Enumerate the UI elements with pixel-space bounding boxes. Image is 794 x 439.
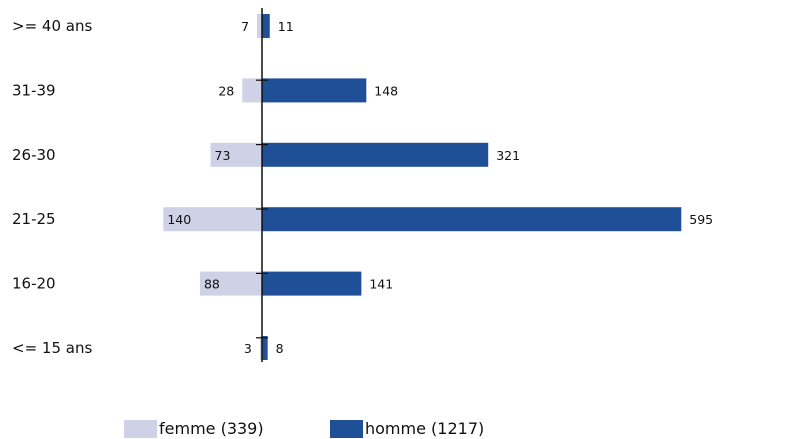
legend-swatch-homme	[330, 419, 363, 438]
value-label-homme-31-39: 148	[374, 83, 398, 98]
bar-homme-21-25	[262, 207, 682, 232]
bar-femme-26-30	[210, 142, 262, 167]
category-label-21-25: 21-25	[12, 210, 56, 228]
bar-homme-31-39	[262, 78, 367, 103]
legend-item-homme: homme (1217)	[330, 419, 484, 438]
bar-femme-21-25	[163, 207, 262, 232]
value-label-femme-16-20: 88	[204, 277, 220, 292]
legend-label-femme: femme (339)	[159, 419, 264, 438]
category-label-16-20: 16-20	[12, 275, 56, 293]
bar-homme-40-ans	[262, 14, 270, 38]
category-label-26-30: 26-30	[12, 146, 56, 164]
value-label-homme-16-20: 141	[369, 277, 393, 292]
value-label-femme-15-ans: 3	[244, 341, 252, 356]
category-label-31-39: 31-39	[12, 81, 56, 99]
pyramid-chart: >= 40 ans 31-39 26-30 21-25 16-20 <= 15 ans 7…	[12, 8, 713, 362]
legend-label-homme: homme (1217)	[365, 419, 485, 438]
bar-homme-26-30	[262, 142, 489, 167]
value-label-femme-26-30: 73	[215, 148, 231, 163]
bar-femme-15-ans	[259, 336, 262, 360]
bar-homme-16-20	[262, 271, 362, 296]
legend-item-femme: femme (339)	[124, 419, 264, 438]
value-label-femme-40-ans: 7	[241, 19, 249, 34]
value-label-femme-21-25: 140	[167, 212, 191, 227]
value-label-homme-26-30: 321	[496, 148, 520, 163]
bar-femme-16-20	[199, 271, 262, 296]
value-label-femme-31-39: 28	[218, 83, 234, 98]
category-label-15-ans: <= 15 ans	[12, 339, 92, 357]
legend: femme (339) homme (1217)	[0, 414, 794, 439]
category-label-40-ans: >= 40 ans	[12, 17, 92, 35]
value-label-homme-21-25: 595	[689, 212, 713, 227]
bar-femme-40-ans	[257, 14, 262, 38]
legend-swatch-femme	[124, 419, 157, 438]
bar-femme-31-39	[242, 78, 262, 103]
value-label-homme-40-ans: 11	[278, 19, 294, 34]
value-label-homme-15-ans: 8	[276, 341, 284, 356]
bar-homme-15-ans	[262, 336, 268, 360]
